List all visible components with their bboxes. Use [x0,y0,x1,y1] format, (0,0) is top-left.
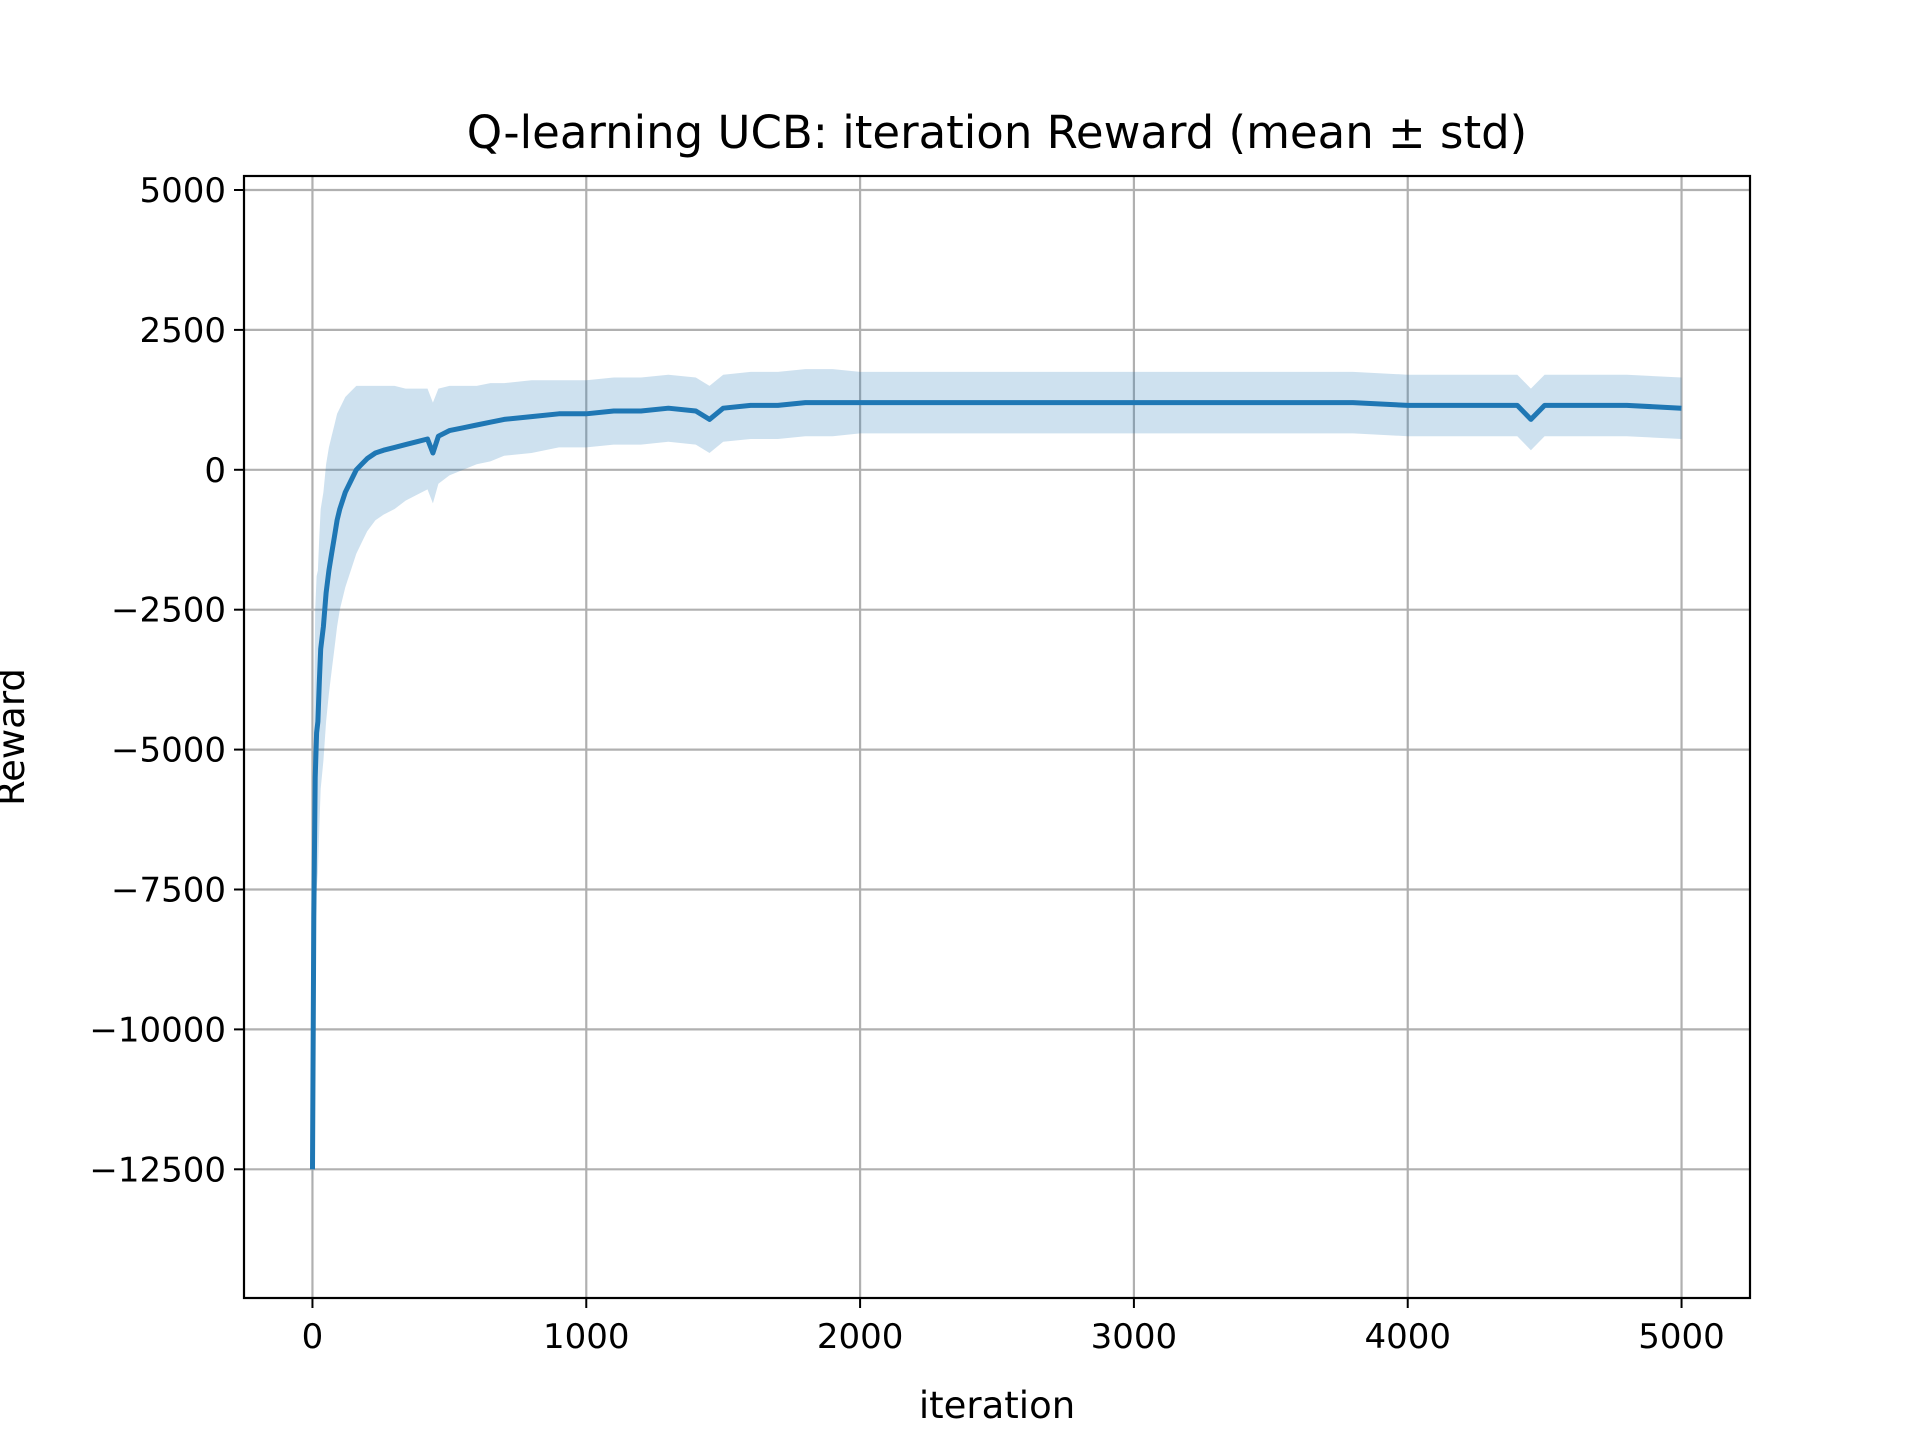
y-tick-label-5: −7500 [111,870,226,910]
x-tick-label-3: 3000 [1091,1317,1178,1357]
x-tick-label-0: 0 [302,1317,324,1357]
plot-frame [242,174,1752,1300]
x-tick-label-4: 4000 [1364,1317,1451,1357]
y-tick-label-1: 2500 [139,311,226,351]
y-tick-label-7: −12500 [89,1150,226,1190]
x-tick-label-5: 5000 [1638,1317,1725,1357]
mean-line [310,400,1682,1170]
grid [244,176,1750,1298]
y-axis-label: Reward [0,668,33,806]
y-tick-label-4: −5000 [111,731,226,771]
ticks: 0 1000 2000 3000 4000 5000 5000 2500 0 −2500 −5000… [89,171,1724,1357]
x-tick-label-2: 2000 [817,1317,904,1357]
y-tick-label-6: −10000 [89,1010,226,1050]
y-tick-label-3: −2500 [111,591,226,631]
y-tick-label-2: 0 [204,451,226,491]
x-tick-label-1: 1000 [543,1317,630,1357]
x-axis-label: iteration [919,1384,1075,1427]
chart-title: Q-learning UCB: iteration Reward (mean ±… [467,106,1528,159]
std-band [312,369,1682,1192]
y-tick-label-0: 5000 [139,171,226,211]
